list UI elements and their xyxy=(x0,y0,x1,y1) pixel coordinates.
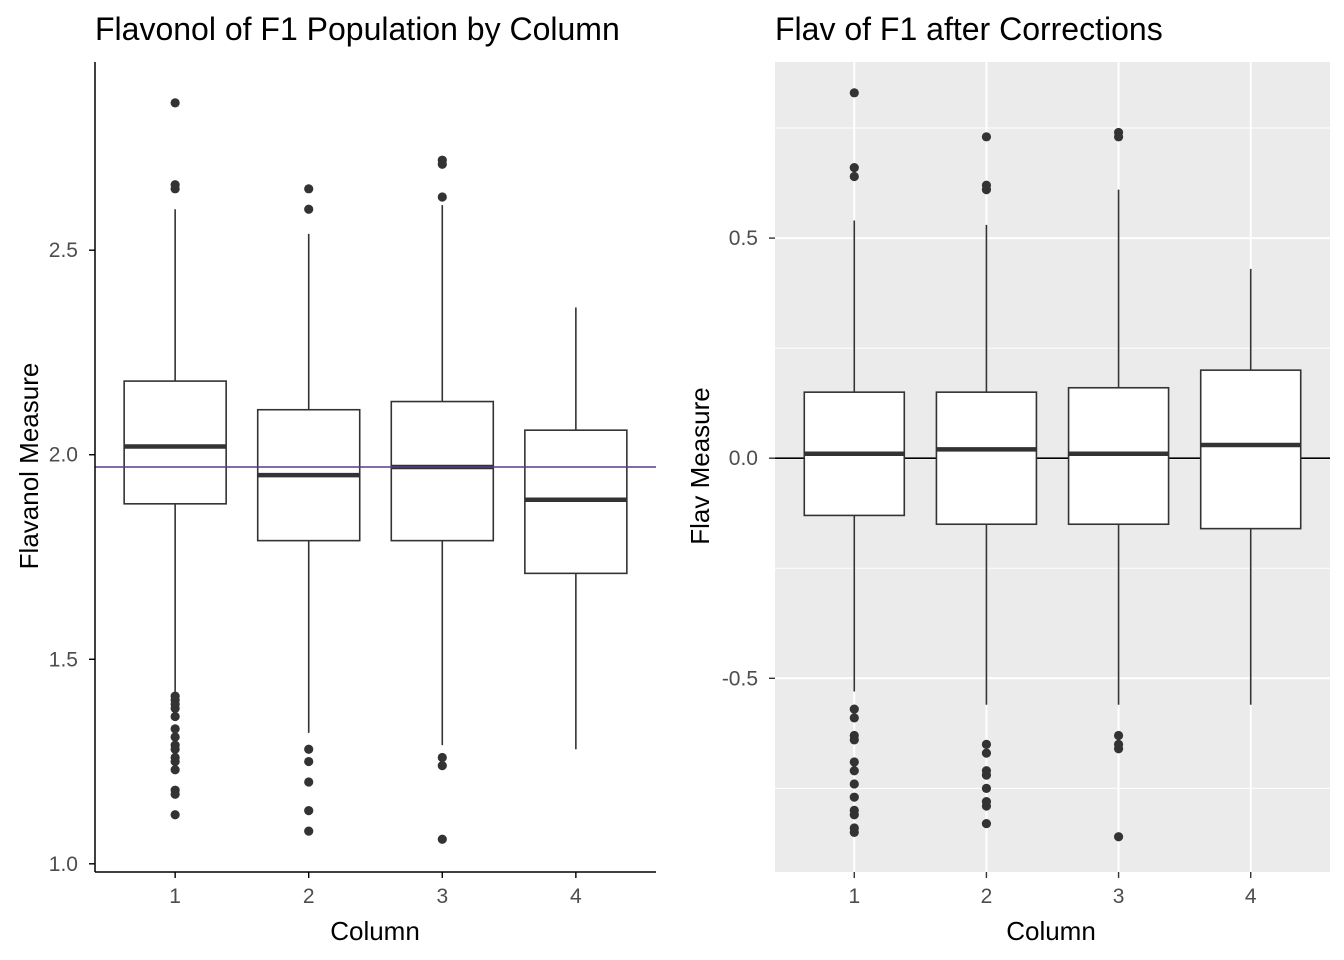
x-tick-label: 2 xyxy=(981,885,993,908)
outlier-point xyxy=(304,756,314,767)
outlier-point xyxy=(437,752,447,763)
outlier-point xyxy=(849,779,859,789)
outlier-point xyxy=(849,757,859,767)
outlier-point xyxy=(304,826,314,836)
outlier-point xyxy=(170,711,180,722)
left-chart-title: Flavonol of F1 Population by Column xyxy=(95,11,620,47)
outlier-point xyxy=(981,801,992,811)
right-plot-area: -0.5 0.0 0.5 1 2 3 4 xyxy=(722,62,1330,908)
outlier-point xyxy=(981,132,992,142)
outlier-point xyxy=(849,163,859,173)
outlier-point xyxy=(981,770,992,780)
left-panel: Flavonol of F1 Population by Column Colu… xyxy=(14,11,656,946)
box-3 xyxy=(1067,127,1170,842)
box-iqr xyxy=(935,391,1038,526)
outlier-point xyxy=(170,765,180,775)
right-y-axis-title: Flav Measure xyxy=(685,387,715,545)
outlier-point xyxy=(170,756,180,767)
y-tick-label: 2.0 xyxy=(49,444,78,467)
outlier-point xyxy=(981,185,992,195)
right-panel: Flav of F1 after Corrections Column Flav… xyxy=(685,11,1330,946)
outlier-point xyxy=(170,98,180,108)
outlier-point xyxy=(1113,132,1124,142)
outlier-point xyxy=(170,724,180,734)
left-y-axis-title: Flavanol Measure xyxy=(14,363,44,570)
outlier-point xyxy=(437,159,447,169)
y-tick-label: 1.5 xyxy=(49,648,78,671)
left-plot-area: 1.0 1.5 2.0 2.5 1 2 3 4 xyxy=(49,62,656,908)
outlier-point xyxy=(304,184,314,194)
x-tick-label: 3 xyxy=(436,885,448,908)
outlier-point xyxy=(1113,832,1124,842)
box-iqr xyxy=(123,380,227,505)
box-1 xyxy=(803,88,906,837)
outlier-point xyxy=(170,789,180,799)
outlier-point xyxy=(981,818,992,829)
outlier-point xyxy=(170,184,180,194)
box-iqr xyxy=(390,400,495,542)
y-tick-label: 2.5 xyxy=(49,239,78,262)
outlier-point xyxy=(849,766,859,776)
box-iqr xyxy=(1199,369,1302,530)
outlier-point xyxy=(849,704,859,714)
outlier-point xyxy=(437,834,447,844)
box-3 xyxy=(390,155,495,844)
x-tick-label: 2 xyxy=(303,885,315,908)
outlier-point xyxy=(304,777,314,787)
y-tick-label: 0.5 xyxy=(729,227,758,250)
y-tick-label: 0.0 xyxy=(729,447,758,470)
y-tick-label: -0.5 xyxy=(722,667,758,690)
outlier-point xyxy=(981,783,992,793)
outlier-point xyxy=(304,806,314,816)
y-tick-label: 1.0 xyxy=(49,853,78,876)
outlier-point xyxy=(849,713,859,723)
box-2 xyxy=(256,184,361,836)
outlier-point xyxy=(849,827,859,837)
outlier-point xyxy=(304,744,314,754)
outlier-point xyxy=(437,761,447,771)
box-2 xyxy=(935,132,1038,829)
outlier-point xyxy=(170,810,180,820)
box-4 xyxy=(1199,268,1302,705)
x-tick-label: 1 xyxy=(169,885,181,908)
outlier-point xyxy=(170,744,180,754)
x-tick-label: 3 xyxy=(1113,885,1125,908)
outlier-point xyxy=(1113,730,1124,741)
left-x-axis-title: Column xyxy=(330,916,420,946)
x-tick-label: 1 xyxy=(848,885,860,908)
outlier-point xyxy=(849,171,859,182)
right-chart-title: Flav of F1 after Corrections xyxy=(775,11,1163,47)
outlier-point xyxy=(849,88,859,98)
outlier-point xyxy=(170,703,180,713)
outlier-point xyxy=(1113,744,1124,754)
x-tick-label: 4 xyxy=(1245,885,1257,908)
box-4 xyxy=(524,307,628,750)
outlier-point xyxy=(981,748,992,758)
outlier-point xyxy=(304,204,314,214)
outlier-point xyxy=(849,735,859,745)
outlier-point xyxy=(981,739,992,749)
right-x-axis-title: Column xyxy=(1006,916,1096,946)
outlier-point xyxy=(170,732,180,742)
box-1 xyxy=(123,98,227,820)
outlier-point xyxy=(849,792,859,802)
outlier-point xyxy=(437,192,447,202)
x-tick-label: 4 xyxy=(570,885,582,908)
outlier-point xyxy=(849,810,859,820)
